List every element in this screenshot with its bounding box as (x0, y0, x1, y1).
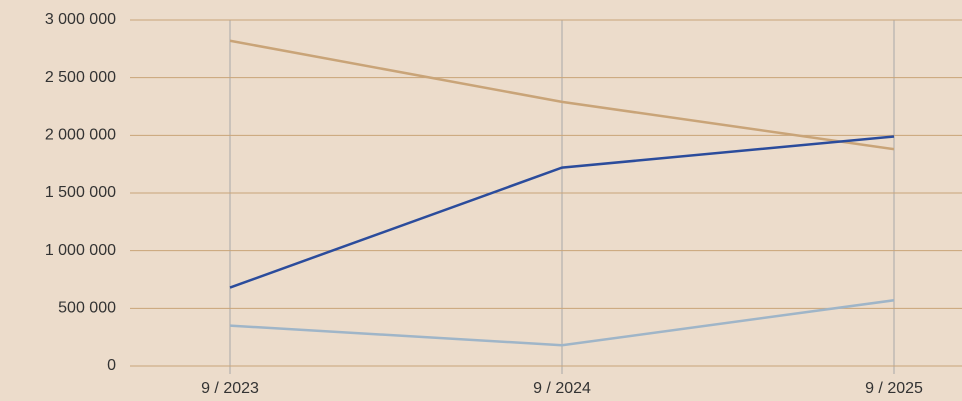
y-tick-label: 3 000 000 (45, 11, 116, 28)
y-tick-label: 500 000 (58, 300, 116, 317)
line-series (229, 39, 895, 151)
x-tick-label: 9 / 2025 (865, 380, 923, 397)
y-tick-label: 2 000 000 (45, 127, 116, 144)
y-tick-label: 1 500 000 (45, 184, 116, 201)
x-tick-label: 9 / 2024 (533, 380, 591, 397)
line-series (229, 299, 895, 347)
line-series (229, 135, 895, 289)
y-tick-label: 0 (107, 357, 116, 374)
x-tick-label: 9 / 2023 (201, 380, 259, 397)
y-tick-label: 1 000 000 (45, 242, 116, 259)
y-tick-label: 2 500 000 (45, 69, 116, 86)
